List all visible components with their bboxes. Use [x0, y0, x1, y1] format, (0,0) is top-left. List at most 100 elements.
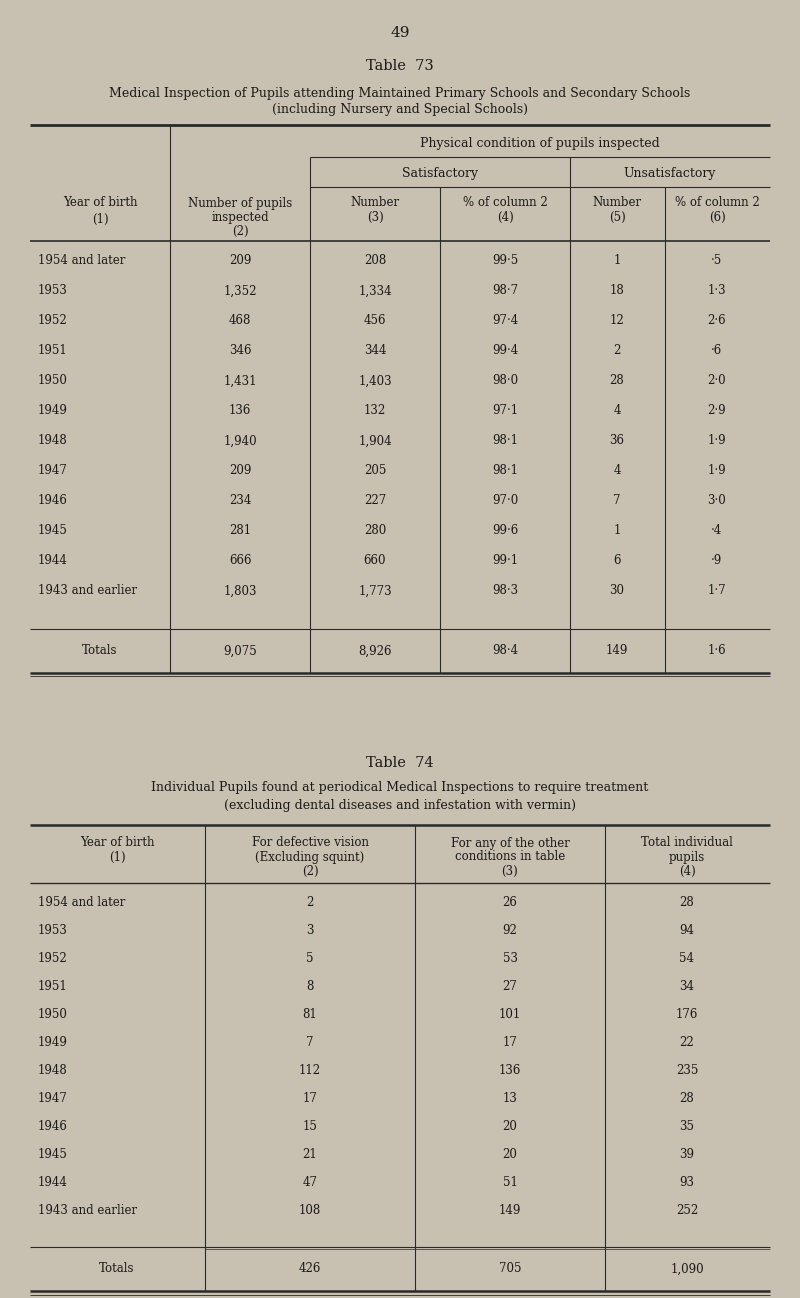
Text: (1): (1)	[109, 850, 126, 863]
Text: 1944: 1944	[38, 554, 68, 567]
Text: 136: 136	[229, 405, 251, 418]
Text: 97·0: 97·0	[492, 495, 518, 508]
Text: 426: 426	[299, 1263, 321, 1276]
Text: (3): (3)	[502, 864, 518, 877]
Text: For defective vision: For defective vision	[251, 836, 369, 849]
Text: 93: 93	[679, 1176, 694, 1189]
Text: 99·5: 99·5	[492, 254, 518, 267]
Text: 35: 35	[679, 1120, 694, 1133]
Text: Medical Inspection of Pupils attending Maintained Primary Schools and Secondary : Medical Inspection of Pupils attending M…	[110, 87, 690, 100]
Text: 17: 17	[502, 1037, 518, 1050]
Text: 1953: 1953	[38, 924, 68, 937]
Text: 1945: 1945	[38, 524, 68, 537]
Text: 346: 346	[229, 344, 251, 357]
Text: 136: 136	[499, 1064, 521, 1077]
Text: 1,334: 1,334	[358, 284, 392, 297]
Text: (3): (3)	[366, 210, 383, 223]
Text: 99·1: 99·1	[492, 554, 518, 567]
Text: 22: 22	[680, 1037, 694, 1050]
Text: 20: 20	[502, 1120, 518, 1133]
Text: 99·4: 99·4	[492, 344, 518, 357]
Text: 21: 21	[302, 1149, 318, 1162]
Text: 18: 18	[610, 284, 624, 297]
Text: (Excluding squint): (Excluding squint)	[255, 850, 365, 863]
Text: 1,940: 1,940	[223, 435, 257, 448]
Text: 1947: 1947	[38, 1093, 68, 1106]
Text: 7: 7	[614, 495, 621, 508]
Text: 1·3: 1·3	[708, 284, 726, 297]
Text: 97·4: 97·4	[492, 314, 518, 327]
Text: 6: 6	[614, 554, 621, 567]
Text: Table  73: Table 73	[366, 58, 434, 73]
Text: 1951: 1951	[38, 344, 68, 357]
Text: 36: 36	[610, 435, 625, 448]
Text: (4): (4)	[678, 864, 695, 877]
Text: 8,926: 8,926	[358, 645, 392, 658]
Text: 13: 13	[502, 1093, 518, 1106]
Text: 49: 49	[390, 26, 410, 40]
Text: ·4: ·4	[711, 524, 722, 537]
Text: (2): (2)	[302, 864, 318, 877]
Text: 1948: 1948	[38, 435, 68, 448]
Text: 1,090: 1,090	[670, 1263, 704, 1276]
Text: 97·1: 97·1	[492, 405, 518, 418]
Text: 209: 209	[229, 465, 251, 478]
Text: Number: Number	[593, 196, 642, 209]
Text: Table  74: Table 74	[366, 755, 434, 770]
Text: Satisfactory: Satisfactory	[402, 166, 478, 179]
Text: (6): (6)	[709, 210, 726, 223]
Text: 227: 227	[364, 495, 386, 508]
Text: (including Nursery and Special Schools): (including Nursery and Special Schools)	[272, 104, 528, 117]
Text: 1945: 1945	[38, 1149, 68, 1162]
Text: 456: 456	[364, 314, 386, 327]
Text: 1946: 1946	[38, 1120, 68, 1133]
Text: 1: 1	[614, 254, 621, 267]
Text: 1,773: 1,773	[358, 584, 392, 597]
Text: inspected: inspected	[211, 210, 269, 223]
Text: 660: 660	[364, 554, 386, 567]
Text: For any of the other: For any of the other	[450, 836, 570, 849]
Text: (5): (5)	[609, 210, 626, 223]
Text: (excluding dental diseases and infestation with vermin): (excluding dental diseases and infestati…	[224, 798, 576, 811]
Text: 20: 20	[502, 1149, 518, 1162]
Text: 1948: 1948	[38, 1064, 68, 1077]
Text: 108: 108	[299, 1205, 321, 1218]
Text: 5: 5	[306, 953, 314, 966]
Text: 1954 and later: 1954 and later	[38, 897, 126, 910]
Text: 101: 101	[499, 1009, 521, 1022]
Text: 92: 92	[502, 924, 518, 937]
Text: ·6: ·6	[711, 344, 722, 357]
Text: 280: 280	[364, 524, 386, 537]
Text: 27: 27	[502, 980, 518, 993]
Text: Number of pupils: Number of pupils	[188, 196, 292, 209]
Text: 1950: 1950	[38, 375, 68, 388]
Text: 98·4: 98·4	[492, 645, 518, 658]
Text: 99·6: 99·6	[492, 524, 518, 537]
Text: Total individual: Total individual	[641, 836, 733, 849]
Text: 208: 208	[364, 254, 386, 267]
Text: 1,352: 1,352	[223, 284, 257, 297]
Text: Year of birth: Year of birth	[62, 196, 138, 209]
Text: (2): (2)	[232, 225, 248, 238]
Text: 1953: 1953	[38, 284, 68, 297]
Text: 1·7: 1·7	[708, 584, 726, 597]
Text: 205: 205	[364, 465, 386, 478]
Text: 3·0: 3·0	[708, 495, 726, 508]
Text: (1): (1)	[92, 213, 108, 226]
Text: 30: 30	[610, 584, 625, 597]
Text: 132: 132	[364, 405, 386, 418]
Text: Physical condition of pupils inspected: Physical condition of pupils inspected	[420, 136, 660, 149]
Text: 666: 666	[229, 554, 251, 567]
Text: conditions in table: conditions in table	[455, 850, 565, 863]
Text: 235: 235	[676, 1064, 698, 1077]
Text: 81: 81	[302, 1009, 318, 1022]
Text: 2·6: 2·6	[708, 314, 726, 327]
Text: (4): (4)	[497, 210, 514, 223]
Text: 94: 94	[679, 924, 694, 937]
Text: 1951: 1951	[38, 980, 68, 993]
Text: % of column 2: % of column 2	[462, 196, 547, 209]
Text: 1949: 1949	[38, 1037, 68, 1050]
Text: 1,904: 1,904	[358, 435, 392, 448]
Text: pupils: pupils	[669, 850, 705, 863]
Text: 1952: 1952	[38, 314, 68, 327]
